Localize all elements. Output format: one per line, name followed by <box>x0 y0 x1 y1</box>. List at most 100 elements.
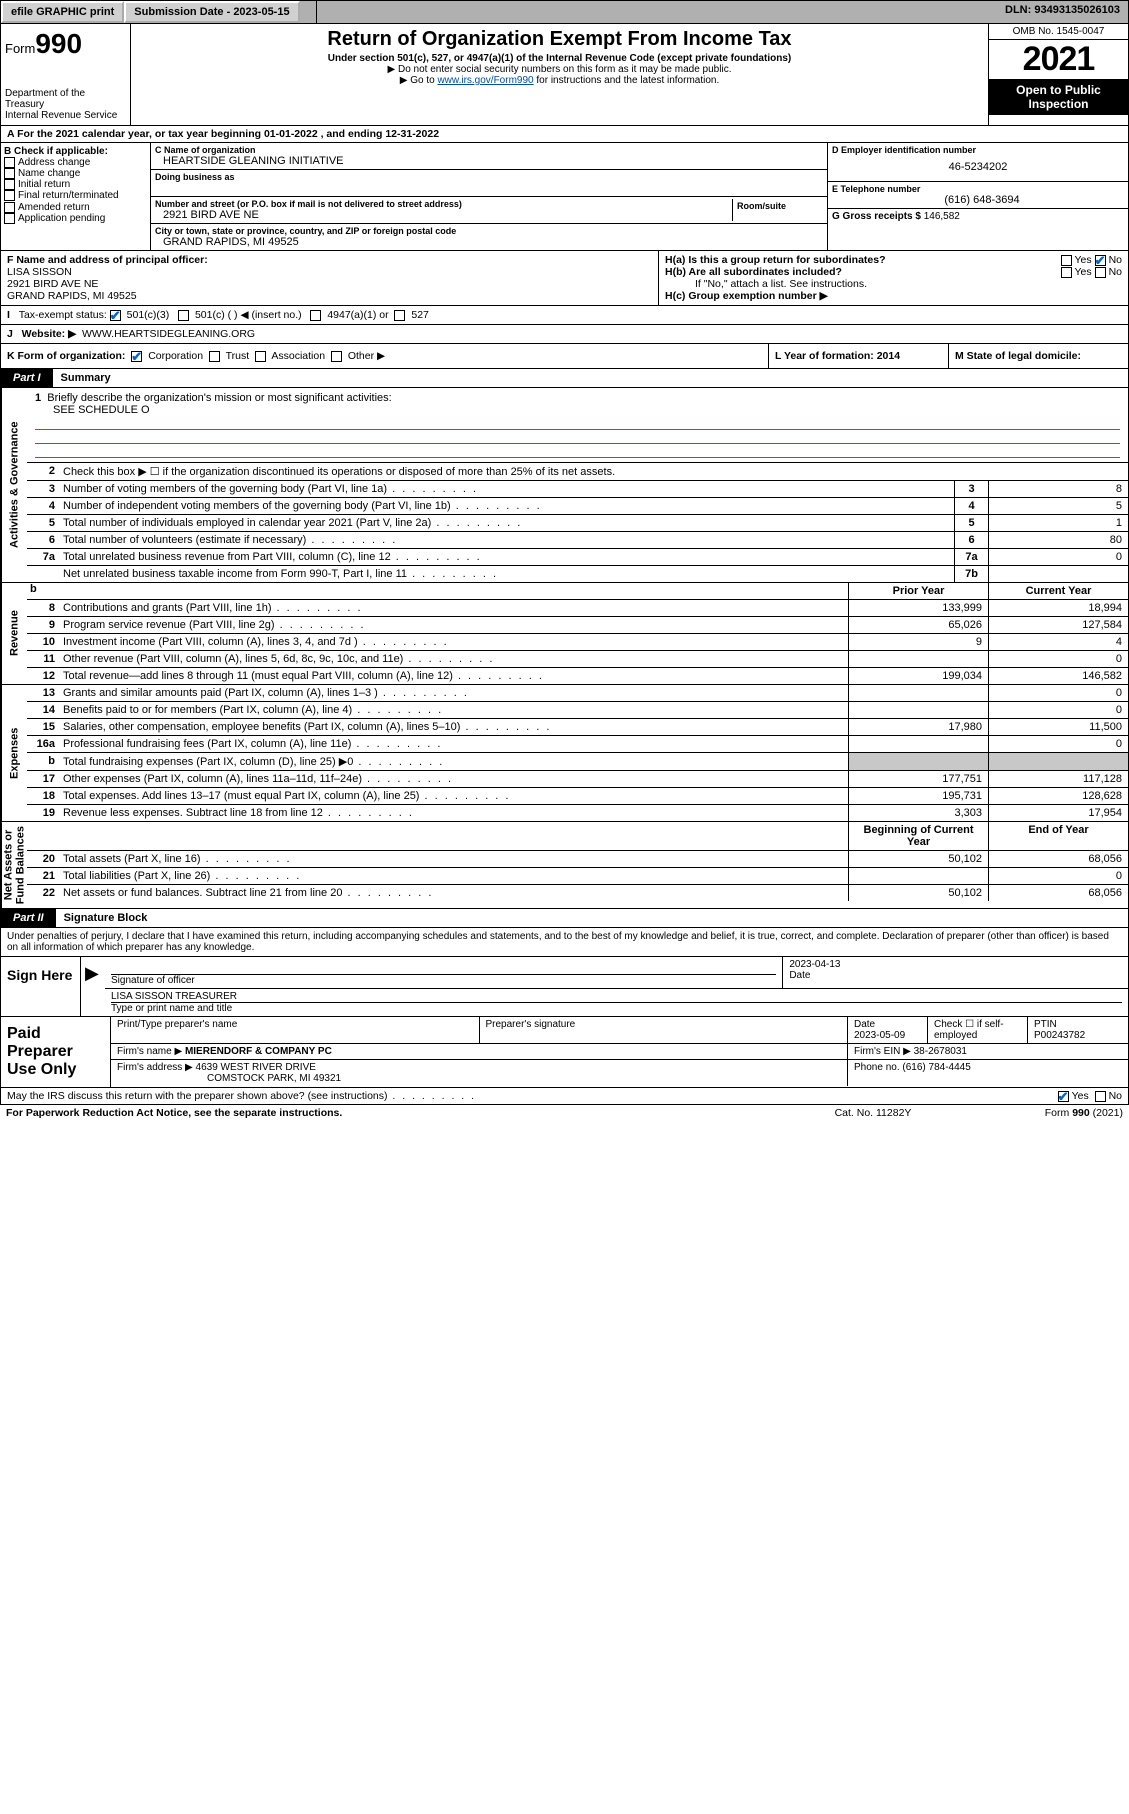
form-header: Form990 Department of the Treasury Inter… <box>0 24 1129 126</box>
line-1: 1 Briefly describe the organization's mi… <box>27 388 1128 463</box>
rev-hdr: b Prior Year Current Year <box>27 583 1128 600</box>
check-name-change[interactable]: Name change <box>4 168 147 179</box>
box-b: B Check if applicable: Address change Na… <box>1 143 151 250</box>
page-footer: For Paperwork Reduction Act Notice, see … <box>0 1105 1129 1121</box>
h-a: H(a) Is this a group return for subordin… <box>665 254 1122 266</box>
street-cell: Number and street (or P.O. box if mail i… <box>151 197 827 224</box>
summary-row: 17Other expenses (Part IX, column (A), l… <box>27 771 1128 788</box>
may-discuss-row: May the IRS discuss this return with the… <box>0 1088 1129 1105</box>
check-trust[interactable] <box>209 351 220 362</box>
sig-date-label: Date <box>789 970 810 981</box>
check-assoc[interactable] <box>255 351 266 362</box>
omb-number: OMB No. 1545-0047 <box>989 24 1128 40</box>
summary-row: 6Total number of volunteers (estimate if… <box>27 532 1128 549</box>
expenses-section: Expenses 13Grants and similar amounts pa… <box>0 685 1129 822</box>
paid-preparer-block: Paid Preparer Use Only Print/Type prepar… <box>0 1017 1129 1088</box>
summary-row: 8Contributions and grants (Part VIII, li… <box>27 600 1128 617</box>
revenue-section: Revenue b Prior Year Current Year 8Contr… <box>0 583 1129 685</box>
summary-row: Net unrelated business taxable income fr… <box>27 566 1128 582</box>
vtab-revenue: Revenue <box>1 583 27 684</box>
check-self-employed[interactable]: Check ☐ if self-employed <box>928 1017 1028 1043</box>
part-2-header: Part II Signature Block <box>0 909 1129 928</box>
city-cell: City or town, state or province, country… <box>151 224 827 250</box>
check-address-change[interactable]: Address change <box>4 157 147 168</box>
header-grid: B Check if applicable: Address change Na… <box>0 143 1129 251</box>
may-no[interactable] <box>1095 1091 1106 1102</box>
org-name-cell: C Name of organization HEARTSIDE GLEANIN… <box>151 143 827 170</box>
form-number: Form990 <box>5 28 126 60</box>
h-b: H(b) Are all subordinates included? Yes … <box>665 266 1122 278</box>
h-c: H(c) Group exemption number ▶ <box>665 290 1122 302</box>
summary-row: 5Total number of individuals employed in… <box>27 515 1128 532</box>
note-ssn: ▶ Do not enter social security numbers o… <box>139 64 980 75</box>
top-bar: efile GRAPHIC print Submission Date - 20… <box>0 0 1129 24</box>
gross-receipts-cell: G Gross receipts $ 146,582 <box>828 209 1128 224</box>
tax-year: 2021 <box>989 40 1128 79</box>
officer-name-label: Type or print name and title <box>111 1003 232 1014</box>
i-j-block: I Tax-exempt status: 501(c)(3) 501(c) ( … <box>0 306 1129 344</box>
check-app-pending[interactable]: Application pending <box>4 213 147 224</box>
officer-name: LISA SISSON TREASURER <box>111 991 1122 1003</box>
summary-row: 3Number of voting members of the governi… <box>27 481 1128 498</box>
netassets-section: Net Assets or Fund Balances Beginning of… <box>0 822 1129 909</box>
sign-here-label: Sign Here <box>1 957 81 1016</box>
f-h-row: F Name and address of principal officer:… <box>0 251 1129 306</box>
note-link: ▶ Go to www.irs.gov/Form990 for instruct… <box>139 75 980 86</box>
k-l-m-row: K Form of organization: Corporation Trus… <box>0 344 1129 369</box>
may-yes[interactable] <box>1058 1091 1069 1102</box>
vtab-activities: Activities & Governance <box>1 388 27 582</box>
phone-cell: E Telephone number (616) 648-3694 <box>828 182 1128 209</box>
vtab-expenses: Expenses <box>1 685 27 821</box>
check-other[interactable] <box>331 351 342 362</box>
check-final-return[interactable]: Final return/terminated <box>4 190 147 201</box>
dba-cell: Doing business as <box>151 170 827 197</box>
irs-link[interactable]: www.irs.gov/Form990 <box>437 75 533 86</box>
h-b-note: If "No," attach a list. See instructions… <box>665 278 1122 290</box>
summary-row: 21Total liabilities (Part X, line 26)0 <box>27 868 1128 885</box>
form-title: Return of Organization Exempt From Incom… <box>139 28 980 51</box>
summary-row: 9Program service revenue (Part VIII, lin… <box>27 617 1128 634</box>
summary-row: 16aProfessional fundraising fees (Part I… <box>27 736 1128 753</box>
summary-row: 11Other revenue (Part VIII, column (A), … <box>27 651 1128 668</box>
summary-row: 7aTotal unrelated business revenue from … <box>27 549 1128 566</box>
summary-row: 20Total assets (Part X, line 16)50,10268… <box>27 851 1128 868</box>
check-4947[interactable] <box>310 310 321 321</box>
line-2: 2Check this box ▶ ☐ if the organization … <box>27 463 1128 481</box>
open-public-badge: Open to Public Inspection <box>989 79 1128 115</box>
summary-row: bTotal fundraising expenses (Part IX, co… <box>27 753 1128 771</box>
check-corp[interactable] <box>131 351 142 362</box>
sig-officer-label: Signature of officer <box>111 975 195 986</box>
form-subtitle: Under section 501(c), 527, or 4947(a)(1)… <box>139 53 980 64</box>
summary-row: 15Salaries, other compensation, employee… <box>27 719 1128 736</box>
paid-preparer-label: Paid Preparer Use Only <box>1 1017 111 1087</box>
summary-row: 13Grants and similar amounts paid (Part … <box>27 685 1128 702</box>
state-domicile: M State of legal domicile: <box>948 344 1128 368</box>
na-hdr: Beginning of Current Year End of Year <box>27 822 1128 851</box>
blank-segment <box>300 1 317 23</box>
submission-date: Submission Date - 2023-05-15 <box>124 1 299 23</box>
summary-row: 18Total expenses. Add lines 13–17 (must … <box>27 788 1128 805</box>
summary-row: 19Revenue less expenses. Subtract line 1… <box>27 805 1128 821</box>
vtab-netassets: Net Assets or Fund Balances <box>1 822 27 908</box>
summary-row: 12Total revenue—add lines 8 through 11 (… <box>27 668 1128 684</box>
check-501c3[interactable] <box>110 310 121 321</box>
efile-print-button[interactable]: efile GRAPHIC print <box>1 1 124 23</box>
sign-arrow-icon: ▶ <box>81 957 105 1016</box>
line-a: A For the 2021 calendar year, or tax yea… <box>0 126 1129 143</box>
summary-row: 4Number of independent voting members of… <box>27 498 1128 515</box>
activities-governance: Activities & Governance 1 Briefly descri… <box>0 388 1129 583</box>
check-initial-return[interactable]: Initial return <box>4 179 147 190</box>
summary-row: 14Benefits paid to or for members (Part … <box>27 702 1128 719</box>
year-formation: L Year of formation: 2014 <box>768 344 948 368</box>
sign-here-block: Sign Here ▶ Signature of officer 2023-04… <box>0 957 1129 1017</box>
check-amended-return[interactable]: Amended return <box>4 202 147 213</box>
check-527[interactable] <box>394 310 405 321</box>
summary-row: 22Net assets or fund balances. Subtract … <box>27 885 1128 901</box>
summary-row: 10Investment income (Part VIII, column (… <box>27 634 1128 651</box>
dept-label: Department of the Treasury Internal Reve… <box>5 88 126 121</box>
part-1-header: Part I Summary <box>0 369 1129 388</box>
ein-cell: D Employer identification number 46-5234… <box>828 143 1128 182</box>
dln: DLN: 93493135026103 <box>997 1 1128 23</box>
perjury-declaration: Under penalties of perjury, I declare th… <box>0 928 1129 957</box>
check-501c[interactable] <box>178 310 189 321</box>
